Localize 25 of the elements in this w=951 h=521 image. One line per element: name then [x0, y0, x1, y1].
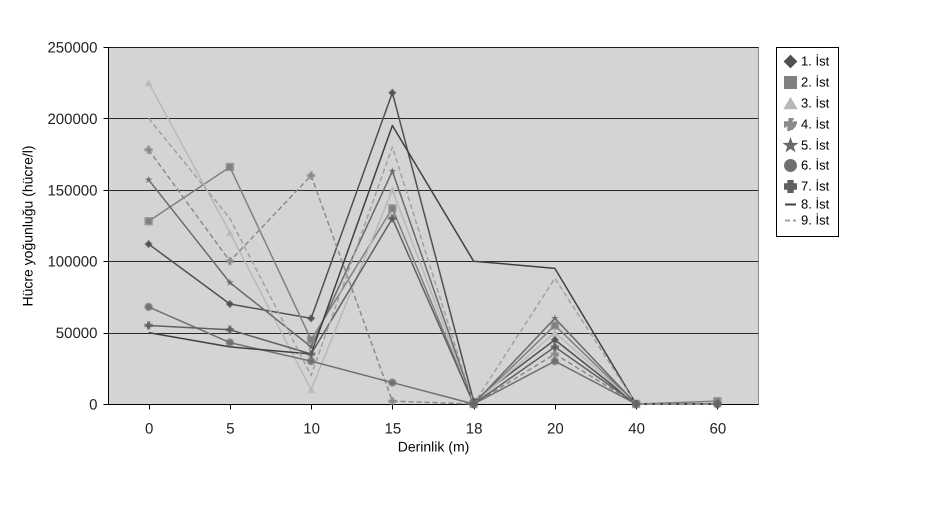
y-tick-label: 200000 [47, 110, 98, 128]
x-tick-label: 0 [144, 420, 154, 438]
y-tick-label: 100000 [47, 254, 98, 271]
x-tick-label: 40 [628, 420, 645, 438]
y-tick-label: 0 [89, 396, 98, 414]
y-tick-label: 250000 [47, 40, 98, 56]
y-tick-label: 50000 [56, 325, 98, 342]
x-axis-title: Derinlik (m) [398, 438, 470, 454]
y-tick-label: 150000 [47, 182, 98, 200]
y-axis-title: Hücre yoğunluğu (hücre/l) [19, 145, 36, 307]
legend-label: 6. İst [801, 158, 830, 172]
legend-label: 8. İst [801, 196, 830, 212]
x-tick-label: 20 [547, 420, 564, 438]
x-tick-label: 18 [466, 420, 482, 438]
x-tick-label: 5 [226, 420, 235, 438]
legend-label: 2. İst [801, 74, 830, 90]
legend-label: 7. İst [801, 178, 830, 194]
legend-label: 4. İst [801, 116, 830, 132]
x-tick-label: 15 [384, 420, 402, 438]
legend-label: 5. İst [801, 138, 830, 152]
legend-label: 1. İst [801, 54, 830, 68]
legend-label: 3. İst [801, 96, 830, 110]
legend-label: 9. İst [801, 212, 830, 228]
x-tick-label: 60 [710, 420, 726, 438]
x-tick-label: 10 [303, 420, 320, 438]
